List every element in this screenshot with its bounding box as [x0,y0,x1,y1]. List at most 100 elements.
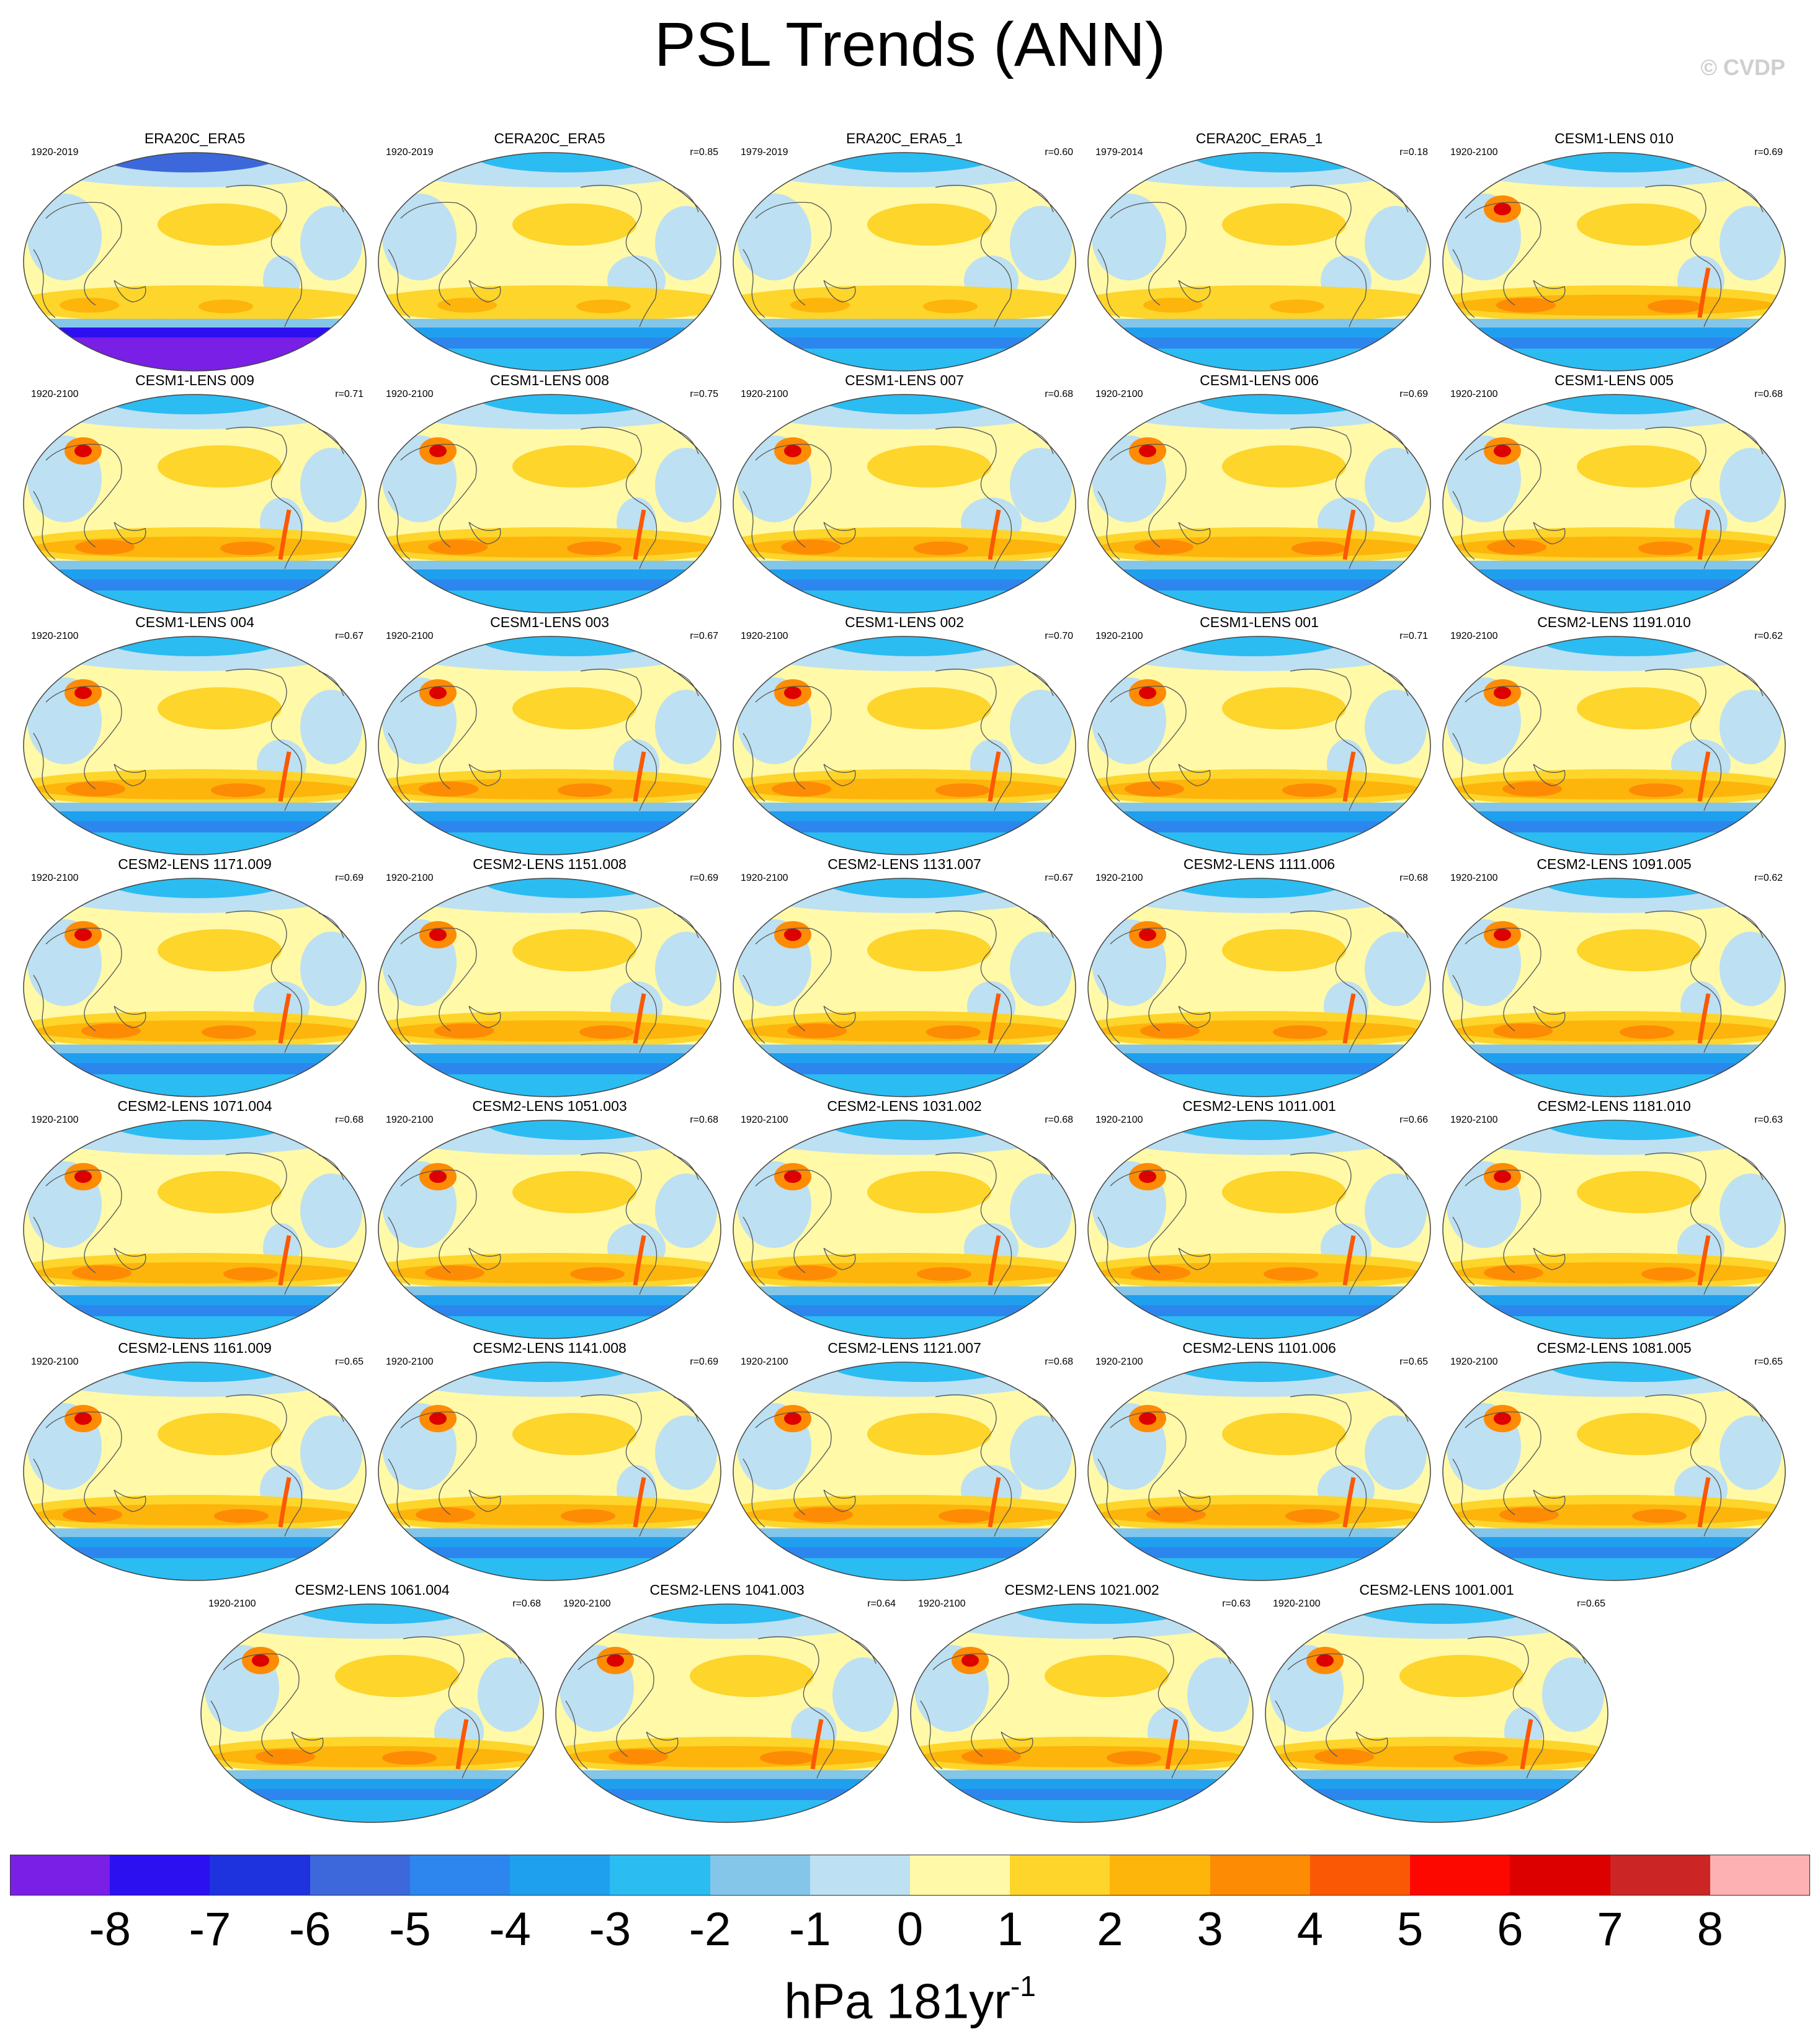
field-so-max-2 [1264,1267,1318,1281]
field-arctic-core [817,394,1003,414]
coastline [33,249,56,318]
panel-period: 1920-2100 [1095,1115,1143,1125]
map-border [378,636,721,855]
panel-period: 1920-2100 [741,631,788,641]
colorbar-cell [10,1855,110,1896]
panel-correlation: r=0.68 [1045,389,1073,399]
map-panel: CESM2-LENS 1161.009 1920-2100 r=0.65 [17,1340,372,1587]
field-so-max-2 [576,300,631,313]
coastline [400,1169,477,1273]
colorbar-cell [1010,1855,1110,1896]
map-border [733,1120,1076,1339]
field-antarctica [1088,1316,1430,1339]
colorbar-tick-label: -3 [589,1903,631,1956]
field-tibet-core [1494,1412,1511,1425]
field-so-max-2 [220,542,275,555]
coastline [1178,522,1211,545]
panel-correlation: r=0.85 [690,147,718,158]
coastline [114,522,146,545]
map-panel: CESM2-LENS 1171.009 1920-2100 r=0.69 [17,856,372,1103]
panel-title: CESM1-LENS 004 [135,614,254,630]
field-npacific [158,445,282,488]
field-ring-1 [1088,1045,1430,1054]
coastline [33,733,56,802]
map-svg [1087,152,1431,372]
panel-title: CESM2-LENS 1111.006 [1183,856,1336,872]
panel-correlation: r=0.63 [1222,1598,1251,1609]
coastline [1290,911,1353,988]
field-tibet-core [1139,687,1156,699]
field-so-max-1 [1131,1265,1190,1280]
panel-correlation: r=0.68 [1754,389,1783,399]
field-so-max-1 [1314,1749,1374,1764]
panel-period: 1920-2100 [1095,389,1143,399]
map-border [378,394,721,613]
panel-title: CESM2-LENS 1191.010 [1537,614,1691,630]
panel-title: CESM2-LENS 1051.003 [472,1098,627,1114]
map-field [24,636,366,855]
field-so-max-2 [199,300,253,313]
field-ring-1 [1088,1528,1430,1538]
field-so-max-1 [428,540,488,555]
panel-correlation: r=0.18 [1399,147,1428,158]
field-atlantic [1010,932,1072,1006]
field-tibet-core [1139,1170,1156,1183]
panel-title: CESM2-LENS 1081.005 [1537,1340,1692,1356]
field-ring-2 [1265,1779,1608,1790]
map-field [733,153,1076,371]
field-andes [1697,1235,1711,1286]
field-npacific [1222,1171,1346,1213]
map-field [1443,1362,1785,1580]
field-so-max-1 [1502,782,1562,796]
map-field [911,1604,1253,1822]
map-border [555,1603,899,1823]
coastline [1110,1411,1187,1515]
field-andes [810,1719,824,1770]
field-atlantic [1365,932,1427,1006]
field-arctic-core [1545,1120,1731,1140]
coastline [468,522,501,545]
coastline [284,261,303,328]
field-so-max-2 [1107,1751,1161,1765]
field-andes [1520,1719,1533,1770]
map-border [733,394,1076,613]
field-atlantic [300,1174,362,1248]
panel-period: 1920-2100 [208,1598,256,1609]
field-atlantic [1720,932,1782,1006]
field-ring-3 [378,579,721,592]
map-field [556,1604,898,1822]
colorbar-tick-label: -1 [788,1903,831,1956]
coastline [1533,522,1566,545]
field-ring-3 [378,1305,721,1317]
coastline [994,1229,1012,1295]
coastline [823,1489,856,1512]
coastline [1465,927,1541,1032]
field-ring-3 [1443,821,1785,834]
coastline [823,1005,856,1028]
field-npacific [512,203,636,246]
field-tibet-core [1494,203,1511,215]
panel-title: CESM2-LENS 1011.001 [1182,1098,1336,1114]
coastline [1644,669,1708,746]
field-ring-3 [733,1305,1076,1317]
panel-title: CESM1-LENS 001 [1200,614,1319,630]
map-panel: CESM2-LENS 1131.007 1920-2100 r=0.67 [727,856,1082,1103]
field-ring-1 [24,1528,366,1538]
field-antarctica [733,591,1076,613]
coastline [388,249,411,318]
field-antarctica [24,1316,366,1339]
field-ring-1 [556,1770,898,1780]
field-tibet-core [784,1412,801,1425]
colorbar-cell [610,1855,711,1896]
coastline [1526,1713,1545,1779]
map-border [378,1120,721,1339]
coastline [1171,1713,1190,1779]
colorbar-tick-label: 3 [1197,1903,1223,1956]
coastline [403,1636,466,1714]
coastline [920,1700,943,1770]
field-so-max-2 [1641,1267,1696,1281]
field-so-max-2 [1620,1025,1674,1039]
field-npacific [1222,445,1346,488]
panel-title: CESM1-LENS 008 [490,372,609,388]
field-arctic-core [1170,1362,1356,1382]
